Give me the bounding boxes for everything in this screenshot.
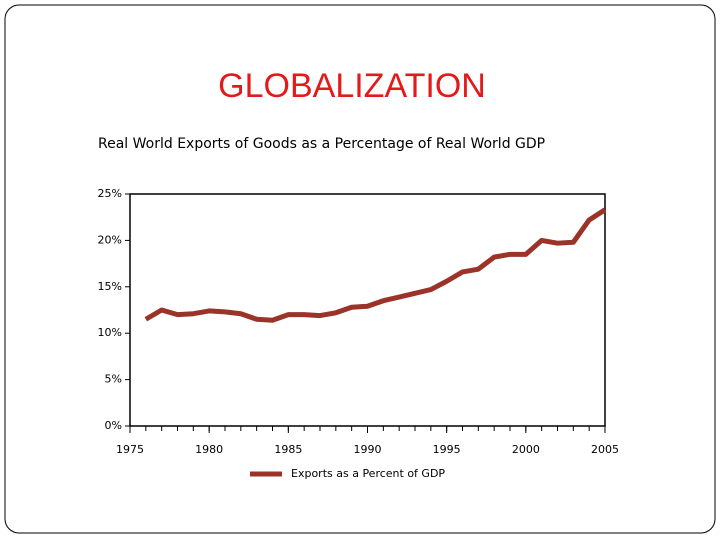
x-tick-label: 1985 <box>274 443 302 456</box>
x-tick-label: 2005 <box>591 443 619 456</box>
y-tick-label: 0% <box>105 419 122 432</box>
chart-subtitle: Real World Exports of Goods as a Percent… <box>98 136 545 152</box>
y-tick-label: 25% <box>98 187 122 200</box>
y-tick-label: 20% <box>98 233 122 246</box>
data-line <box>144 207 607 323</box>
x-tick-label: 1975 <box>116 443 144 456</box>
chart-title: GLOBALIZATION <box>218 67 486 105</box>
y-tick-label: 10% <box>98 326 122 339</box>
y-tick-label: 15% <box>98 280 122 293</box>
x-tick-label: 2000 <box>512 443 540 456</box>
x-tick-label: 1980 <box>195 443 223 456</box>
legend-label: Exports as a Percent of GDP <box>291 467 445 480</box>
x-tick-label: 1995 <box>433 443 461 456</box>
slide-border <box>4 4 716 534</box>
y-tick-label: 5% <box>105 373 122 386</box>
x-tick-label: 1990 <box>354 443 382 456</box>
